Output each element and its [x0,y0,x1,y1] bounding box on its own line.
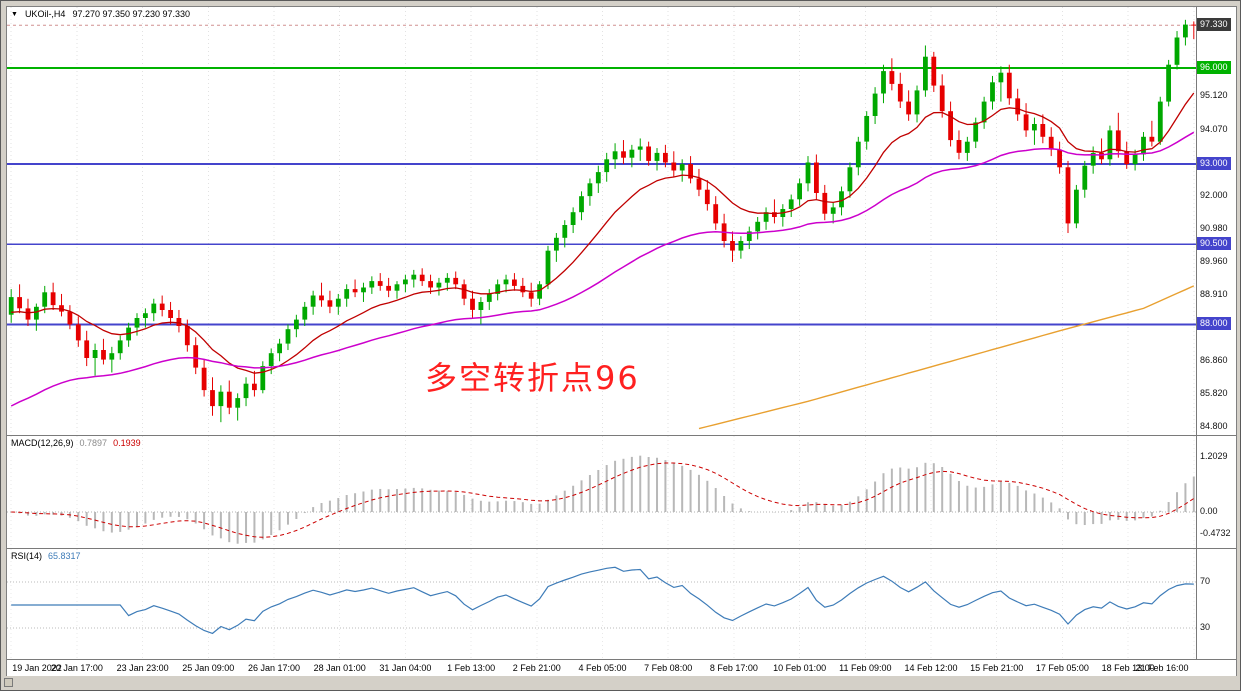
rsi-value: 65.8317 [48,551,81,561]
time-axis-label: 7 Feb 08:00 [644,663,693,673]
time-axis-label: 19 Jan 2022 [12,663,62,673]
rsi-line [11,566,1194,635]
price-level-badge: 88.000 [1197,317,1231,331]
time-axis-label: 8 Feb 17:00 [709,663,758,673]
time-axis-label: 23 Jan 23:00 [116,663,169,673]
macd-plot[interactable] [7,436,1198,548]
time-axis-label: 25 Jan 09:00 [182,663,235,673]
macd-signal-line [11,462,1195,538]
price-level-badge: 90.500 [1197,237,1231,251]
bottom-scrollbar[interactable] [1,676,1240,690]
rsi-tick-label: 30 [1200,622,1211,632]
price-chart-plot[interactable] [7,7,1198,435]
rsi-gridlines [10,549,1195,659]
time-axis-label: 28 Jan 01:00 [313,663,366,673]
price-tick-label: 84.800 [1200,420,1228,431]
time-axis-label: 21 Feb 16:00 [1135,663,1189,673]
price-axis[interactable]: 95.120 94.070 92.000 90.980 89.960 88.910 86.8… [1196,7,1236,435]
time-axis-label: 1 Feb 13:00 [447,663,496,673]
chart-annotation-text: 多空转折点96 [425,359,640,397]
time-axis-label: 20 Jan 17:00 [50,663,103,673]
time-axis-label: 26 Jan 17:00 [247,663,301,673]
macd-histogram [18,455,1195,544]
ma-mid-line [10,131,1195,407]
price-level-badge: 96.000 [1197,60,1231,74]
time-axis-label: 4 Feb 05:00 [578,663,627,673]
current-price-badge: 97.330 [1197,18,1231,32]
candles-layer [8,19,1197,423]
price-tick-label: 95.120 [1200,90,1228,101]
time-axis-label: 17 Feb 05:00 [1035,663,1089,673]
ma-slow-line [698,285,1195,430]
price-tick-label: 89.960 [1200,255,1228,266]
time-axis-label: 10 Feb 01:00 [773,663,827,673]
macd-tick-label: -0.4732 [1200,527,1231,538]
time-axis-label: 15 Feb 21:00 [970,663,1024,673]
macd-label: MACD(12,26,9) 0.7897 0.1939 [11,438,141,448]
symbol-ohlc-bar: ▼ UKOil-,H4 97.270 97.350 97.230 97.330 [11,9,190,19]
macd-gridlines [10,436,1195,548]
price-level-badge: 93.000 [1197,157,1231,171]
macd-main-value: 0.7897 [79,438,108,448]
macd-signal-value: 0.1939 [113,438,141,448]
rsi-tick-label: 70 [1200,576,1211,586]
time-axis[interactable]: 19 Jan 2022 20 Jan 17:00 23 Jan 23:00 25 Ja… [7,660,1236,677]
time-axis-label: 11 Feb 09:00 [839,663,892,673]
main-chart-panel: 95.120 94.070 92.000 90.980 89.960 88.910 86.8… [7,7,1236,436]
rsi-name: RSI(14) [11,551,43,561]
price-tick-label: 88.910 [1200,289,1228,300]
time-axis-label: 18 Feb 13:00 [1101,663,1155,673]
scrollbar-thumb[interactable] [4,678,13,687]
symbol-label: UKOil-,H4 [24,9,66,19]
macd-tick-label: 1.2029 [1200,450,1228,461]
ohlc-values: 97.270 97.350 97.230 97.330 [72,9,191,19]
vertical-gridlines [10,7,1195,435]
price-tick-label: 92.000 [1200,190,1228,201]
time-axis-label: 31 Jan 04:00 [379,663,432,673]
rsi-axis[interactable]: 70 30 [1196,549,1236,659]
price-tick-label: 94.070 [1200,123,1228,134]
rsi-panel: 70 30 RSI(14) 65.8317 [7,549,1236,660]
macd-panel: 1.2029 0.00 -0.4732 MACD(12,26,9) 0.7897 0… [7,436,1236,549]
rsi-label: RSI(14) 65.8317 [11,551,81,561]
time-axis-label: 2 Feb 21:00 [512,663,561,673]
price-tick-label: 90.980 [1200,222,1228,233]
price-tick-label: 86.860 [1200,354,1228,365]
macd-tick-label: 0.00 [1200,506,1218,516]
rsi-plot[interactable] [7,549,1198,659]
time-axis-label: 14 Feb 12:00 [904,663,958,673]
macd-name: MACD(12,26,9) [11,438,74,448]
collapse-arrow-icon[interactable]: ▼ [11,10,18,18]
ma-fast-line [11,92,1195,374]
chart-frame: 95.120 94.070 92.000 90.980 89.960 88.910 86.8… [6,6,1237,677]
macd-axis[interactable]: 1.2029 0.00 -0.4732 [1196,436,1236,548]
price-tick-label: 85.820 [1200,388,1228,399]
